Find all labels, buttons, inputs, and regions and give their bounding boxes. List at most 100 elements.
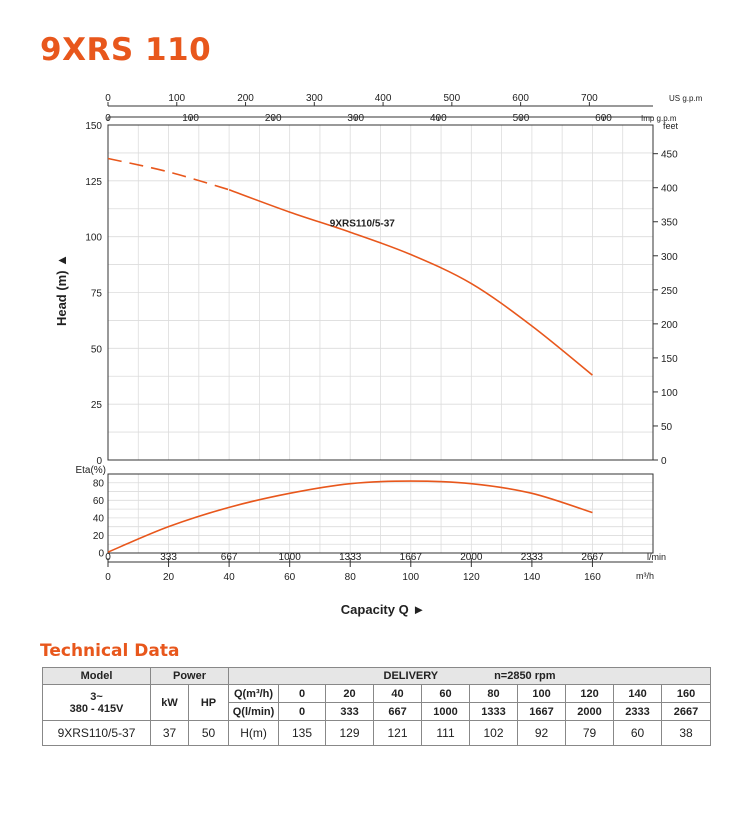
lmin-tick-label: 667 (221, 552, 238, 563)
power-header: Power (149, 667, 230, 685)
head-y-tick-label: 100 (85, 233, 102, 244)
m3h-tick-label: 140 (524, 572, 541, 583)
m3h-unit-label: m³/h (636, 571, 654, 581)
m3h-tick-label: 0 (105, 572, 111, 583)
head-chart-axes: 0255075100125150050100150200250300350400… (85, 93, 702, 467)
head-plot-frame (107, 124, 654, 461)
eta-y-tick-label: 20 (93, 531, 105, 542)
head-y-tick-label: 125 (85, 177, 102, 188)
eta-plot-frame (107, 473, 654, 554)
imp-gpm-unit-label: Imp g.p.m (641, 114, 677, 123)
q-lmin-cell: 2333 (613, 702, 663, 721)
h-cell: 92 (517, 720, 567, 746)
lmin-tick-label: 0 (105, 552, 111, 563)
eta-y-tick-label: 80 (93, 478, 105, 489)
head-axis-label: Head (m) ▲ (54, 254, 69, 326)
lmin-tick-label: 1667 (400, 552, 423, 563)
head-y-tick-label: 75 (91, 289, 103, 300)
q-lmin-header: Q(l/min) (228, 702, 280, 721)
m3h-tick-label: 20 (163, 572, 175, 583)
us-gpm-tick-label: 400 (375, 93, 392, 104)
h-cell: 102 (469, 720, 519, 746)
head-curve-dashed (107, 157, 230, 191)
feet-tick-label: 400 (661, 184, 678, 195)
delivery-label: DELIVERY (383, 670, 438, 682)
imp-gpm-tick-label: 300 (347, 113, 364, 124)
voltage-range: 380 - 415V (69, 702, 124, 715)
us-gpm-tick-label: 300 (306, 93, 323, 104)
us-gpm-tick-label: 100 (168, 93, 185, 104)
us-gpm-tick-label: 600 (512, 93, 529, 104)
h-cell: 129 (325, 720, 375, 746)
lmin-tick-label: 1000 (279, 552, 302, 563)
m3h-tick-label: 80 (345, 572, 357, 583)
h-cell: 121 (373, 720, 423, 746)
imp-gpm-tick-label: 500 (513, 113, 530, 124)
technical-data-table: Model Power DELIVERY n=2850 rpm 3~ 380 -… (42, 667, 712, 746)
voltage-phase: 3~ (90, 690, 103, 703)
q-lmin-cell: 333 (325, 702, 375, 721)
pump-performance-chart: 0255075100125150050100150200250300350400… (54, 93, 703, 617)
m3h-tick-label: 60 (284, 572, 296, 583)
efficiency-curve-group (107, 480, 593, 553)
us-gpm-tick-label: 700 (581, 93, 598, 104)
q-m3h-cell: 100 (517, 684, 567, 703)
imp-gpm-tick-label: 0 (105, 113, 111, 124)
feet-tick-label: 200 (661, 320, 678, 331)
delivery-header: DELIVERY n=2850 rpm (228, 667, 712, 685)
eta-y-tick-label: 40 (93, 513, 105, 524)
head-y-tick-label: 25 (91, 400, 103, 411)
lmin-tick-label: 2000 (460, 552, 483, 563)
h-cell: 38 (661, 720, 712, 746)
us-gpm-tick-label: 500 (443, 93, 460, 104)
imp-gpm-tick-label: 100 (182, 113, 199, 124)
feet-tick-label: 0 (661, 456, 667, 467)
head-y-tick-label: 0 (96, 456, 102, 467)
rpm-label: n=2850 rpm (494, 670, 556, 682)
eta-axis-label: Eta(%) (75, 465, 106, 476)
us-gpm-unit-label: US g.p.m (669, 94, 703, 103)
h-cell: 79 (565, 720, 615, 746)
technical-data-title: Technical Data (40, 641, 180, 661)
voltage-header: 3~ 380 - 415V (42, 684, 151, 721)
head-curve-solid (228, 189, 593, 376)
feet-tick-label: 50 (661, 422, 673, 433)
page-title: 9XRS 110 (40, 32, 212, 68)
q-m3h-cell: 120 (565, 684, 615, 703)
m3h-tick-label: 100 (402, 572, 419, 583)
head-curve-group: 9XRS110/5-37 (107, 157, 593, 376)
m3h-tick-label: 120 (463, 572, 480, 583)
efficiency-curve-line (107, 480, 593, 553)
h-cell: 111 (421, 720, 471, 746)
feet-tick-label: 300 (661, 252, 678, 263)
lmin-tick-label: 1333 (339, 552, 362, 563)
us-gpm-tick-label: 200 (237, 93, 254, 104)
lmin-unit-label: l/min (647, 552, 666, 562)
efficiency-chart-grid (107, 473, 654, 554)
imp-gpm-tick-label: 400 (430, 113, 447, 124)
q-lmin-cell: 2667 (661, 702, 712, 721)
head-chart-grid (107, 124, 654, 461)
head-y-tick-label: 50 (91, 344, 103, 355)
q-lmin-cell: 1333 (469, 702, 519, 721)
feet-unit-label: feet (663, 121, 679, 131)
hp-cell: 50 (187, 720, 230, 746)
kw-cell: 37 (150, 720, 189, 746)
table-row: 9XRS110/5-37 37 50 H(m) 135 129 121 111 … (42, 720, 712, 746)
q-lmin-cell: 0 (278, 702, 327, 721)
feet-tick-label: 100 (661, 388, 678, 399)
imp-gpm-tick-label: 600 (595, 113, 612, 124)
lmin-tick-label: 333 (160, 552, 177, 563)
hp-header: HP (187, 684, 230, 721)
h-label-cell: H(m) (228, 720, 280, 746)
capacity-axis-label: Capacity Q ► (341, 602, 425, 617)
us-gpm-tick-label: 0 (105, 93, 111, 104)
q-m3h-cell: 160 (661, 684, 712, 703)
eta-y-tick-label: 0 (98, 549, 104, 560)
q-m3h-cell: 60 (421, 684, 471, 703)
head-y-tick-label: 150 (85, 121, 102, 132)
imp-gpm-tick-label: 200 (265, 113, 282, 124)
q-lmin-cell: 2000 (565, 702, 615, 721)
feet-tick-label: 250 (661, 286, 678, 297)
